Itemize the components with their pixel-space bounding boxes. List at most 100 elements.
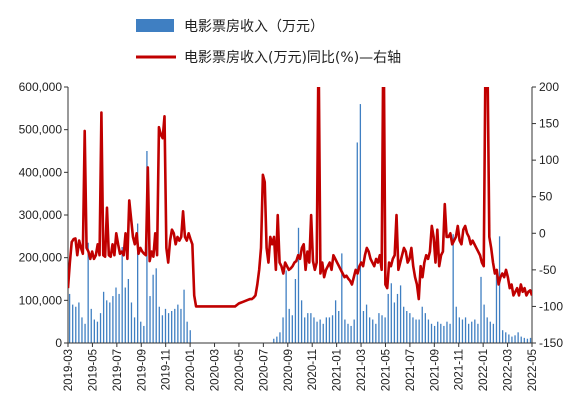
y-right-tick-label: -150 <box>539 336 563 350</box>
bar <box>177 304 179 343</box>
bar <box>486 317 488 343</box>
y-left-tick-label: 600,000 <box>19 80 63 94</box>
bar <box>124 287 126 343</box>
bar <box>381 315 383 343</box>
bar <box>526 338 529 343</box>
x-tick-label: 2020-01 <box>185 349 197 391</box>
bar <box>498 236 501 343</box>
bar <box>365 304 368 343</box>
x-tick-label: 2021-07 <box>405 349 417 391</box>
bar <box>164 308 167 343</box>
bar <box>87 242 89 343</box>
bar <box>161 315 164 343</box>
legend-bar-label: 电影票房收入（万元） <box>184 19 324 35</box>
x-tick-label: 2022-01 <box>478 349 490 391</box>
x-tick-label: 2020-05 <box>234 349 246 391</box>
bar <box>492 323 495 343</box>
bar <box>158 306 160 343</box>
y-right-tick-label: -100 <box>539 299 563 313</box>
bar <box>369 317 371 343</box>
bar <box>72 304 74 343</box>
bar <box>334 300 337 343</box>
x-tick-label: 2019-05 <box>87 349 99 391</box>
y-right-tick-label: -50 <box>539 263 557 277</box>
bar <box>433 325 436 343</box>
bar <box>155 268 157 343</box>
bar <box>449 323 451 343</box>
plot-area: 0 100,000 200,000 300,000 400,000 500,000 600,… <box>19 80 564 391</box>
bar <box>102 291 105 343</box>
bar <box>319 319 321 343</box>
x-tick-label: 2022-05 <box>527 349 539 391</box>
x-tick-label: 2021-03 <box>356 349 368 391</box>
bar <box>276 336 278 343</box>
bar <box>403 306 405 343</box>
bar <box>505 332 507 343</box>
bar <box>174 308 176 343</box>
bar <box>458 317 461 343</box>
bar <box>180 308 182 343</box>
bar <box>443 325 445 343</box>
y-right-tick-label: 100 <box>539 153 559 167</box>
x-tick-label: 2022-03 <box>503 349 515 391</box>
x-tick-label: 2020-11 <box>307 349 319 390</box>
bar <box>396 293 399 343</box>
bar <box>288 308 290 343</box>
bar <box>310 313 312 343</box>
bar <box>421 306 423 343</box>
bar <box>127 279 130 343</box>
bar <box>316 321 318 343</box>
bar <box>143 325 145 343</box>
bar <box>81 317 83 343</box>
yoy-line <box>68 87 532 308</box>
bar <box>322 323 324 343</box>
bar <box>378 313 380 343</box>
bar <box>75 306 77 343</box>
bar <box>514 335 516 343</box>
bar <box>356 142 358 343</box>
x-tick-label: 2021-05 <box>381 349 393 391</box>
bar <box>412 317 414 343</box>
bar <box>529 337 532 343</box>
bar <box>189 330 191 343</box>
bar <box>152 274 154 343</box>
bar <box>455 306 457 343</box>
bar <box>99 313 102 343</box>
bar <box>440 323 442 343</box>
bar <box>399 285 402 343</box>
bar <box>489 321 491 343</box>
bar <box>325 317 327 343</box>
bar <box>471 321 473 343</box>
bar <box>338 311 340 343</box>
bar <box>186 321 188 343</box>
bar <box>328 317 331 343</box>
bar <box>464 317 467 343</box>
bar <box>452 234 454 343</box>
bar <box>393 302 396 343</box>
x-tick-label: 2019-03 <box>63 349 75 391</box>
bar <box>304 317 306 343</box>
bar <box>495 270 498 343</box>
x-tick-label: 2020-07 <box>258 349 270 391</box>
bar <box>118 293 120 343</box>
bar <box>93 319 95 343</box>
y-left-tick-label: 500,000 <box>19 123 63 137</box>
bar <box>523 337 525 343</box>
bar <box>508 334 510 343</box>
bar <box>477 323 479 343</box>
y-left-tick-label: 100,000 <box>19 293 63 307</box>
y-left-tick-label: 300,000 <box>19 208 63 222</box>
bar <box>347 323 349 343</box>
bar <box>520 336 522 343</box>
bar <box>68 293 71 343</box>
bar <box>359 104 362 343</box>
bar <box>474 319 476 343</box>
bar <box>390 283 392 343</box>
bar <box>341 253 343 343</box>
x-tick-label: 2019-09 <box>136 349 148 391</box>
legend: 电影票房收入（万元） 电影票房收入(万元)同比(%)—右轴 <box>136 19 401 66</box>
bar <box>387 293 389 343</box>
bar <box>511 336 513 343</box>
x-tick-label: 2021-09 <box>429 349 441 391</box>
legend-bar-swatch <box>136 19 174 32</box>
